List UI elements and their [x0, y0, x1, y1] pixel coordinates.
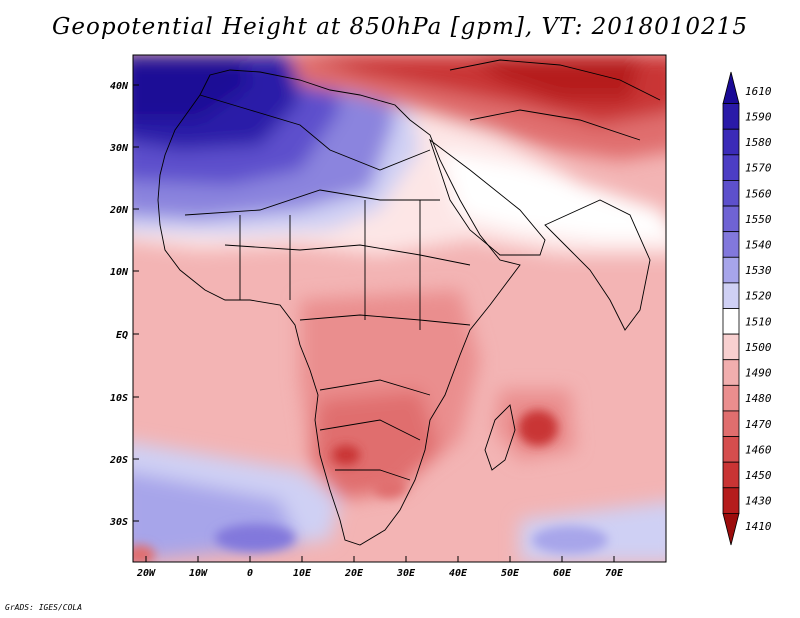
colorbar-swatch: [722, 103, 740, 130]
colorbar-swatch: [722, 128, 740, 156]
colorbar-label: 1470: [745, 418, 772, 431]
lon-label: 0: [247, 568, 253, 579]
plot-frame: [132, 54, 667, 563]
colorbar-swatch: [722, 282, 740, 309]
colorbar-label: 1460: [745, 443, 772, 456]
colorbar-label: 1500: [745, 341, 772, 354]
colorbar-label: 1510: [745, 315, 772, 328]
lat-label: 30S: [109, 517, 128, 528]
latitude-labels: 40N 30N 20N 10N EQ 10S 20S 30S: [109, 81, 129, 528]
colorbar-swatch: [722, 71, 740, 105]
lon-label: 10E: [293, 568, 312, 579]
colorbar-swatch: [722, 359, 740, 386]
lon-label: 30E: [396, 568, 416, 579]
lon-label: 50E: [501, 568, 520, 579]
colorbar-label: 1560: [745, 187, 772, 200]
lon-label: 20E: [344, 568, 364, 579]
colorbar-swatch: [722, 436, 740, 463]
colorbar-label: 1580: [745, 136, 772, 149]
lat-label: 20S: [109, 455, 128, 466]
lat-label: 40N: [110, 81, 129, 92]
colorbar-label: 1590: [745, 110, 772, 123]
lat-label: 10N: [110, 267, 129, 278]
geopotential-field: [133, 55, 666, 562]
lon-label: 20W: [136, 568, 156, 579]
colorbar-label: 1610: [745, 85, 772, 98]
colorbar-swatch: [722, 487, 740, 514]
colorbar-label: 1410: [745, 520, 772, 533]
lat-label: 30N: [109, 143, 129, 154]
colorbar-label: 1520: [745, 290, 772, 303]
coastlines: [157, 59, 661, 546]
colorbar-label: 1570: [745, 162, 772, 175]
lon-label: 70E: [605, 568, 624, 579]
colorbar-label: 1490: [745, 367, 772, 380]
colorbar-label: 1530: [745, 264, 772, 277]
credit-text: GrADS: IGES/COLA: [5, 603, 83, 612]
colorbar-swatch: [722, 512, 740, 546]
colorbar-swatch: [722, 205, 740, 233]
colorbar-swatch: [722, 154, 740, 181]
colorbar-swatch: [722, 333, 740, 361]
colorbar-swatch: [722, 410, 740, 437]
lat-label: EQ: [116, 330, 128, 341]
lon-label: 40E: [449, 568, 468, 579]
lat-label: 10S: [110, 393, 128, 404]
colorbar-label: 1540: [745, 238, 772, 251]
colorbar-swatch: [722, 180, 740, 207]
lon-label: 10W: [189, 568, 208, 579]
longitude-labels: 20W 10W 0 10E 20E 30E 40E 50E 60E 70E: [136, 568, 624, 579]
colorbar-swatch: [722, 231, 740, 258]
colorbar-swatch: [722, 384, 740, 412]
lon-label: 60E: [553, 568, 572, 579]
colorbar-label: 1480: [745, 392, 772, 405]
axis-ticks: [133, 84, 615, 562]
colorbar-label: 1550: [745, 213, 772, 226]
colorbar-swatch: [722, 308, 740, 335]
colorbar-swatch: [722, 256, 740, 284]
lat-label: 20N: [109, 205, 129, 216]
map-title: Geopotential Height at 850hPa [gpm], VT:…: [52, 14, 748, 40]
colorbar-swatch: [722, 461, 740, 489]
colorbar-label: 1430: [745, 495, 772, 508]
colorbar: 1610 1590 1580 1570 1560 1550 1540 1530 1520 1510…: [722, 71, 772, 546]
colorbar-label: 1450: [745, 469, 772, 482]
